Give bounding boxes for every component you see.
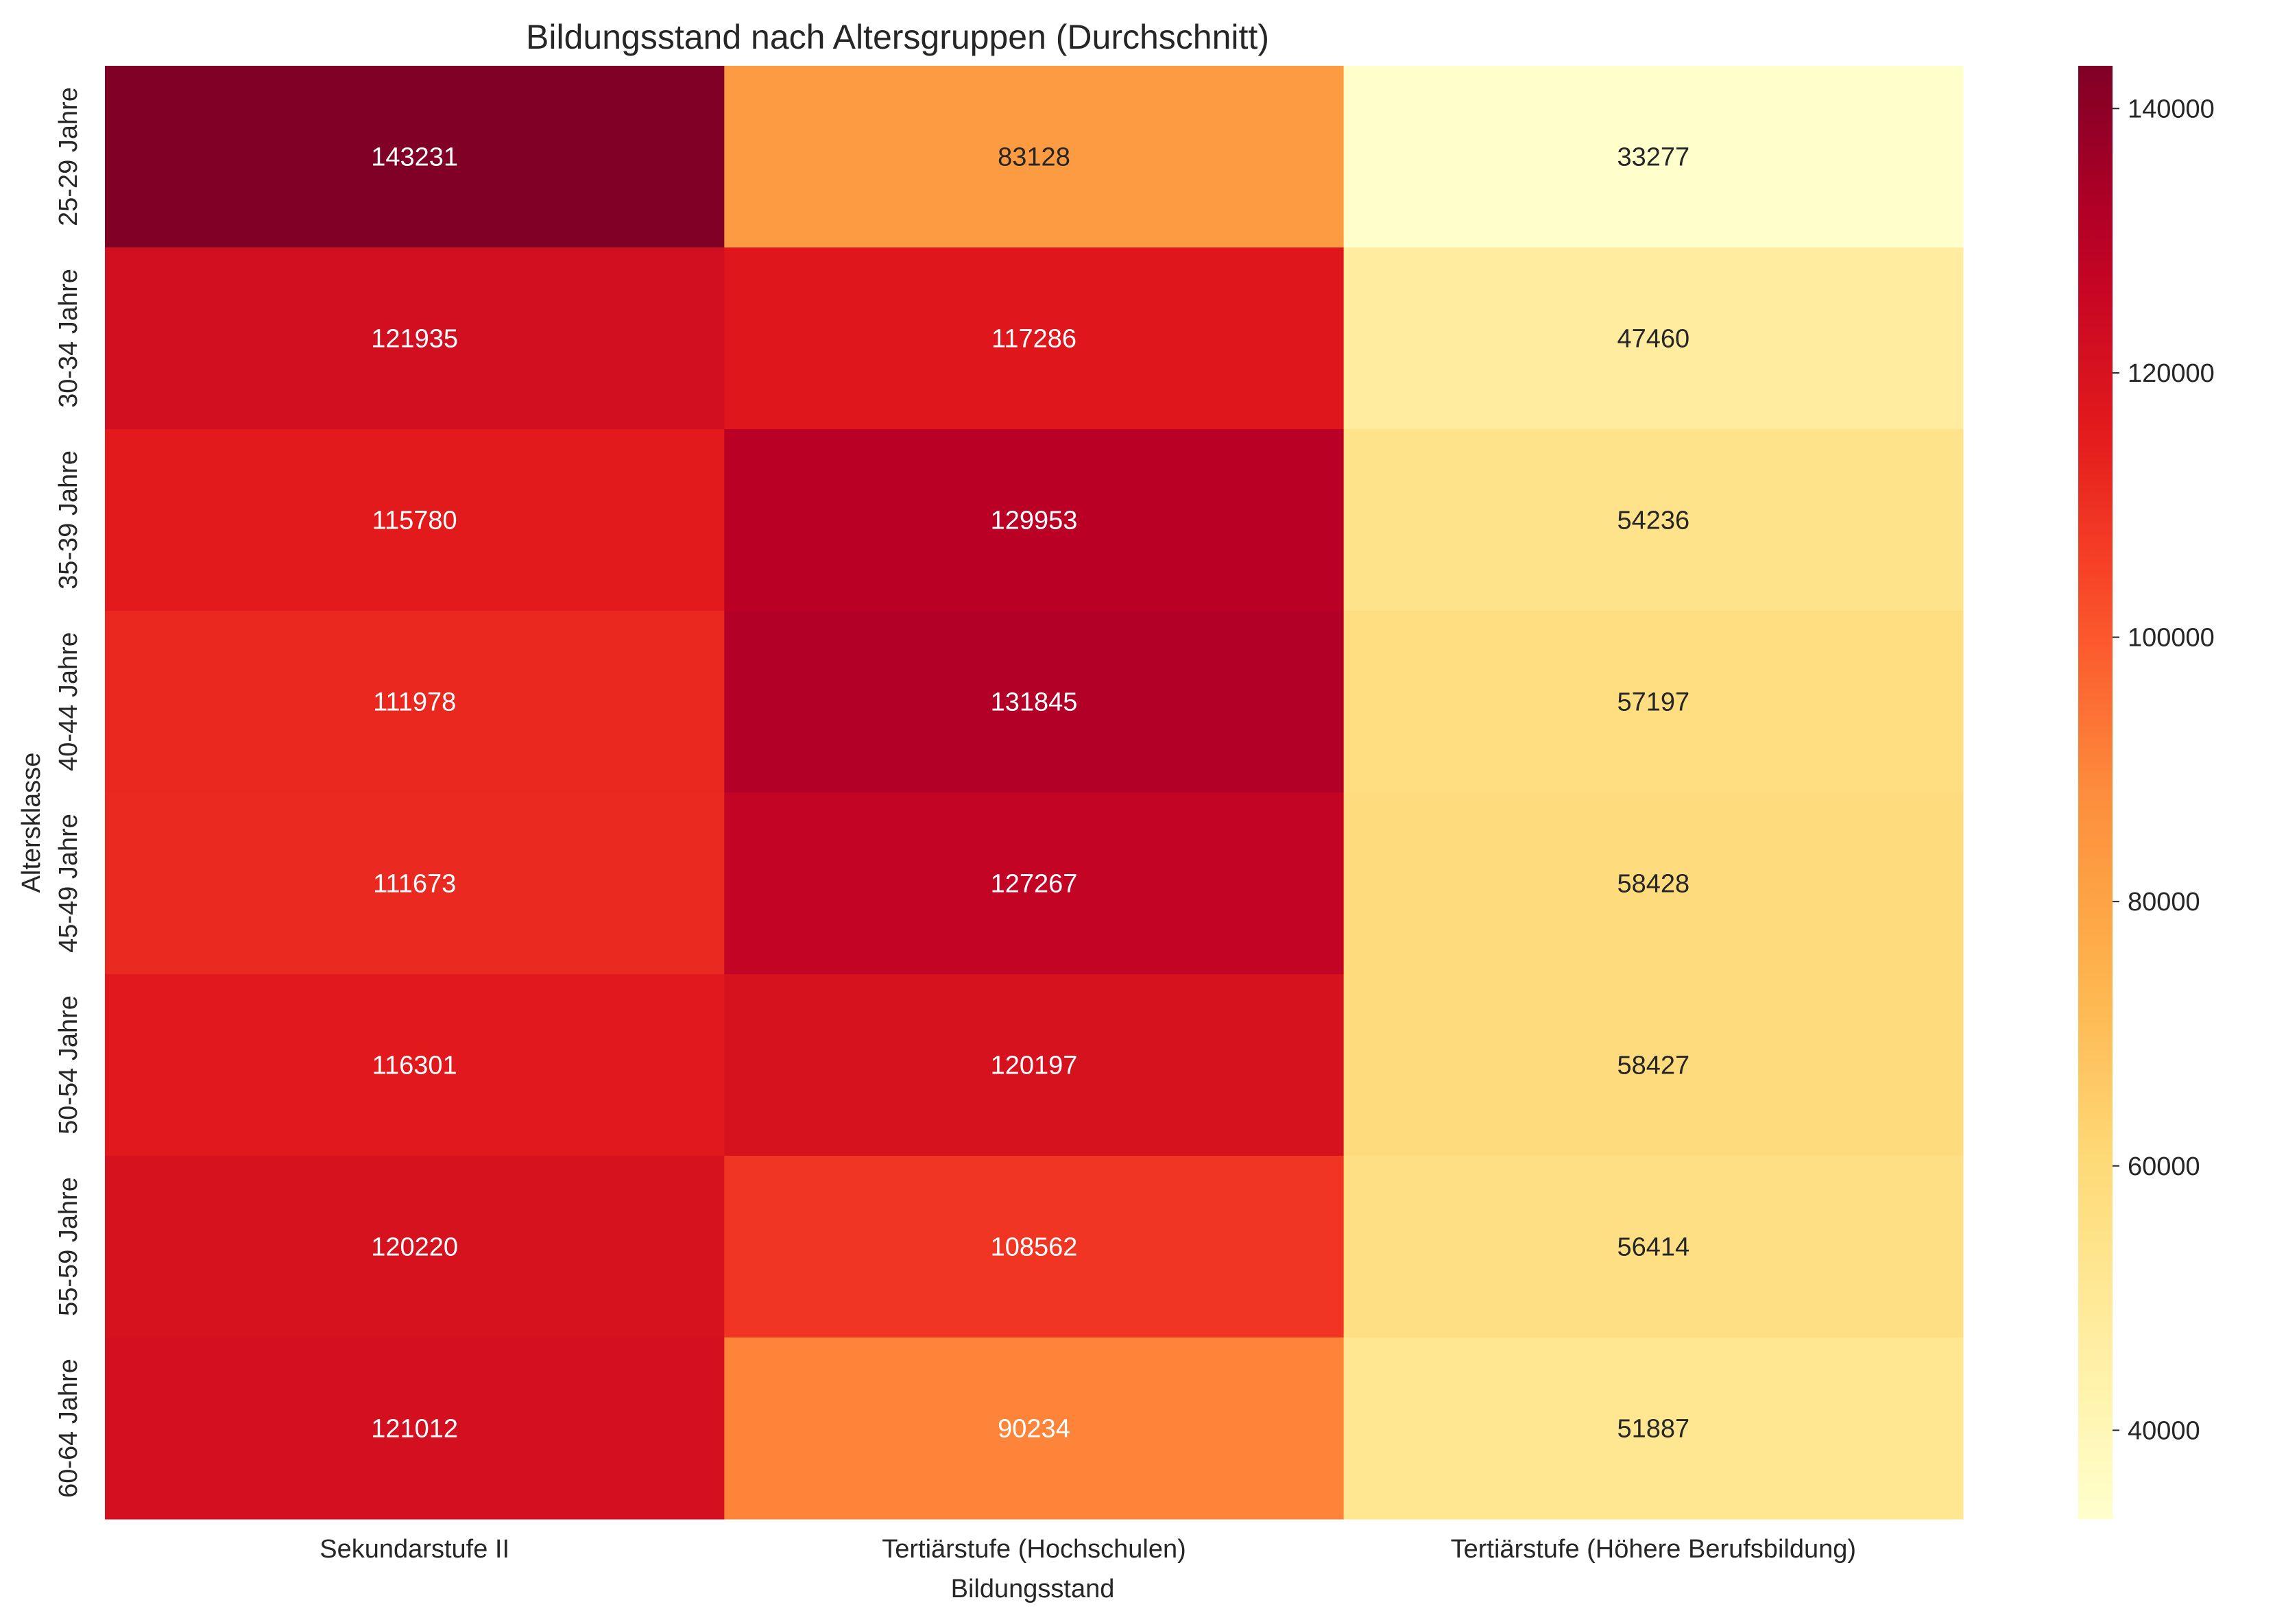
cell-value-label: 47460 [1617, 325, 1689, 354]
heatmap-cell [724, 247, 1345, 430]
chart-title: Bildungsstand nach Altersgruppen (Durchs… [526, 18, 1269, 56]
heatmap-cell [1343, 247, 1964, 430]
heatmap-cell [105, 1337, 725, 1520]
cell-value-label: 116301 [372, 1052, 457, 1080]
y-tick-label: 40-44 Jahre [54, 632, 83, 771]
y-tick-label: 35-39 Jahre [54, 450, 83, 590]
heatmap-cell [105, 792, 725, 975]
heatmap-cell [1343, 792, 1964, 975]
colorbar-tick-label: 140000 [2128, 95, 2215, 123]
cell-value-label: 33277 [1617, 143, 1689, 172]
cell-value-label: 111978 [373, 688, 456, 717]
y-tick-labels: 25-29 Jahre 30-34 Jahre 35-39 Jahre 40-44 J… [54, 87, 83, 1498]
x-axis-title: Bildungsstand [951, 1575, 1115, 1603]
cell-value-label: 129953 [991, 507, 1078, 535]
cell-value-label: 117286 [991, 325, 1076, 354]
x-tick-labels: Sekundarstufe II Tertiärstufe (Hochschule… [320, 1535, 1856, 1564]
cell-value-label: 57197 [1617, 688, 1689, 717]
cell-value-label: 120197 [991, 1052, 1078, 1080]
y-tick-label: 30-34 Jahre [54, 269, 83, 408]
heatmap-cell [105, 247, 725, 430]
cell-value-label: 54236 [1617, 507, 1689, 535]
heatmap-cell [105, 1156, 725, 1338]
colorbar-tick-label: 40000 [2128, 1416, 2200, 1445]
cell-value-label: 120220 [371, 1233, 458, 1262]
colorbar-tick-label: 80000 [2128, 888, 2200, 917]
heatmap-cell [105, 611, 725, 793]
cell-value-label: 143231 [371, 143, 458, 172]
cell-value-label: 51887 [1617, 1415, 1689, 1444]
y-tick-label: 25-29 Jahre [54, 87, 83, 226]
cell-value-label: 56414 [1617, 1233, 1689, 1262]
heatmap-cell [1343, 974, 1964, 1156]
heatmap-cell [724, 611, 1345, 793]
heatmap-cell [724, 1156, 1345, 1338]
cell-value-label: 58427 [1617, 1052, 1689, 1080]
heatmap-cell [1343, 429, 1964, 611]
cell-value-label: 127267 [991, 870, 1078, 899]
colorbar: 40000 60000 80000 100000 120000 140000 [2078, 66, 2215, 1519]
heatmap-cell [1343, 1156, 1964, 1338]
cell-value-label: 115780 [372, 507, 457, 535]
heatmap-cells: 143231 83128 33277 121935 117286 47460 115780 1… [105, 66, 1964, 1520]
x-tick-label: Sekundarstufe II [320, 1535, 509, 1564]
cell-value-label: 90234 [998, 1415, 1070, 1444]
heatmap-cell [105, 429, 725, 611]
heatmap-cell [1343, 1337, 1964, 1520]
cell-value-label: 83128 [998, 143, 1070, 172]
heatmap-cell [724, 974, 1345, 1156]
y-tick-label: 50-54 Jahre [54, 995, 83, 1135]
cell-value-label: 121935 [371, 325, 458, 354]
cell-value-label: 121012 [371, 1415, 458, 1444]
heatmap-cell [1343, 66, 1964, 248]
cell-value-label: 58428 [1617, 870, 1689, 899]
colorbar-tick-label: 100000 [2128, 624, 2215, 653]
y-tick-label: 45-49 Jahre [54, 814, 83, 953]
heatmap-cell [105, 974, 725, 1156]
x-tick-label: Tertiärstufe (Höhere Berufsbildung) [1451, 1535, 1856, 1564]
y-tick-label: 55-59 Jahre [54, 1177, 83, 1316]
colorbar-tick-label: 120000 [2128, 359, 2215, 388]
heatmap-cell [105, 66, 725, 248]
heatmap-cell [724, 429, 1345, 611]
y-axis-title: Altersklasse [17, 753, 46, 893]
colorbar-gradient [2078, 66, 2113, 1519]
heatmap-cell [724, 792, 1345, 975]
cell-value-label: 111673 [373, 870, 456, 899]
cell-value-label: 108562 [991, 1233, 1078, 1262]
colorbar-tick-label: 60000 [2128, 1152, 2200, 1181]
y-tick-label: 60-64 Jahre [54, 1359, 83, 1498]
cell-value-label: 131845 [991, 688, 1078, 717]
heatmap-cell [1343, 611, 1964, 793]
heatmap-cell [724, 66, 1345, 248]
x-tick-label: Tertiärstufe (Hochschulen) [882, 1535, 1186, 1564]
heatmap-cell [724, 1337, 1345, 1520]
